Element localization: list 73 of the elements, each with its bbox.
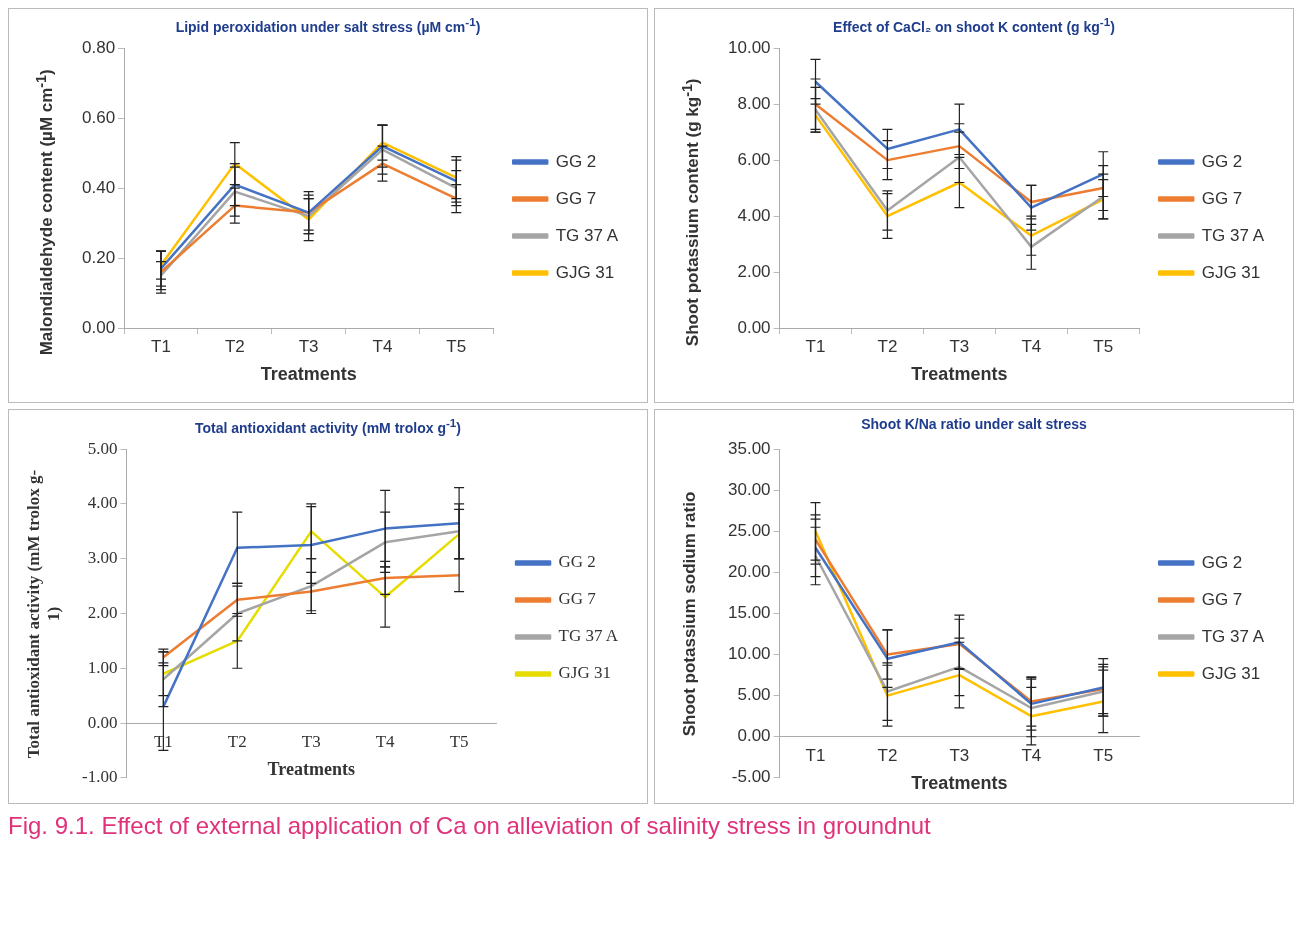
legend-label: GJG 31 — [558, 663, 611, 683]
caption: Fig. 9.1. Effect of external application of Ca on alleviation of salinity stress in groundnut — [8, 812, 932, 840]
chart-title: Shoot K/Na ratio under salt stress — [860, 416, 1088, 434]
x-tick-label: T1 — [151, 336, 171, 356]
y-tick-label: -1.00 — [81, 767, 118, 787]
x-tick-label: T3 — [949, 745, 970, 765]
x-tick-label: T2 — [877, 336, 898, 356]
x-axis-title: Treatments — [911, 772, 1008, 793]
chart-title: Lipid peroxidation under salt stress (µM cm$^{-1}$) — [174, 15, 482, 35]
y-tick-label: 0.00 — [87, 712, 118, 732]
y-tick-label: 20.00 — [727, 562, 771, 582]
legend-label: TG 37 A — [555, 225, 619, 245]
legend-label: GG 7 — [1201, 188, 1243, 208]
x-axis-title: Treatments — [267, 758, 355, 779]
y-tick-label: 5.00 — [737, 685, 771, 705]
y-tick-label: 0.00 — [737, 726, 771, 746]
y-tick-label: 8.00 — [737, 93, 771, 113]
legend-label: GG 2 — [1201, 552, 1243, 572]
chart-title: Effect of CaCl₂ on shoot K content (g kg$^{-1}$) — [832, 15, 1116, 35]
y-tick-label: 35.00 — [727, 438, 771, 458]
legend-label: GG 7 — [558, 589, 597, 609]
legend-label: GG 7 — [1201, 589, 1243, 609]
y-tick-label: 3.00 — [87, 548, 118, 568]
y-axis-title: Shoot potassium sodium ratio — [680, 490, 700, 738]
x-tick-label: T1 — [805, 745, 826, 765]
y-tick-label: 30.00 — [727, 479, 771, 499]
y-tick-label: 15.00 — [727, 603, 771, 623]
y-tick-label: 0.00 — [81, 317, 116, 337]
legend-label: GJG 31 — [1201, 262, 1261, 282]
x-tick-label: T2 — [877, 745, 898, 765]
y-axis-title: Total antioxidant activity (mM trolox g-1) — [24, 468, 64, 760]
legend-label: GJG 31 — [555, 262, 615, 282]
y-tick-label: 2.00 — [737, 261, 771, 281]
y-tick-label: 6.00 — [737, 149, 771, 169]
x-tick-label: T2 — [224, 336, 245, 356]
x-tick-label: T4 — [372, 336, 393, 356]
y-tick-label: 1.00 — [87, 657, 118, 677]
legend-label: GG 2 — [555, 151, 597, 171]
legend-label: GJG 31 — [1201, 663, 1261, 683]
x-tick-label: T4 — [1021, 336, 1042, 356]
x-tick-label: T1 — [805, 336, 826, 356]
y-tick-label: 4.00 — [87, 493, 118, 513]
legend-label: TG 37 A — [1201, 225, 1265, 245]
y-tick-label: 5.00 — [87, 438, 118, 458]
x-tick-label: T2 — [227, 731, 247, 751]
x-tick-label: T3 — [298, 336, 319, 356]
y-tick-label: 0.20 — [81, 247, 116, 267]
legend-label: GG 7 — [555, 188, 597, 208]
x-tick-label: T5 — [446, 336, 467, 356]
legend-label: TG 37 A — [1201, 626, 1265, 646]
x-tick-label: T4 — [1021, 745, 1042, 765]
x-tick-label: T5 — [1093, 336, 1114, 356]
legend-label: GG 2 — [1201, 151, 1243, 171]
x-tick-label: T5 — [449, 731, 469, 751]
x-axis-title: Treatments — [911, 364, 1008, 385]
x-axis-title: Treatments — [260, 364, 357, 385]
y-tick-label: 10.00 — [727, 644, 771, 664]
x-tick-label: T3 — [949, 336, 970, 356]
legend-label: GG 2 — [558, 552, 596, 572]
x-tick-label: T4 — [375, 731, 396, 751]
legend-label: TG 37 A — [558, 626, 619, 646]
y-tick-label: 0.40 — [81, 177, 116, 197]
chart-title: Total antioxidant activity (mM trolox g$^{-1}$) — [194, 416, 462, 436]
y-tick-label: 0.80 — [81, 37, 116, 57]
y-tick-label: 0.60 — [81, 107, 116, 127]
y-tick-label: 4.00 — [737, 205, 771, 225]
x-tick-label: T5 — [1093, 745, 1114, 765]
y-tick-label: 0.00 — [737, 317, 771, 337]
y-tick-label: -5.00 — [731, 767, 771, 787]
y-tick-label: 25.00 — [727, 521, 771, 541]
x-tick-label: T3 — [301, 731, 321, 751]
y-tick-label: 10.00 — [727, 37, 771, 57]
y-tick-label: 2.00 — [87, 602, 118, 622]
